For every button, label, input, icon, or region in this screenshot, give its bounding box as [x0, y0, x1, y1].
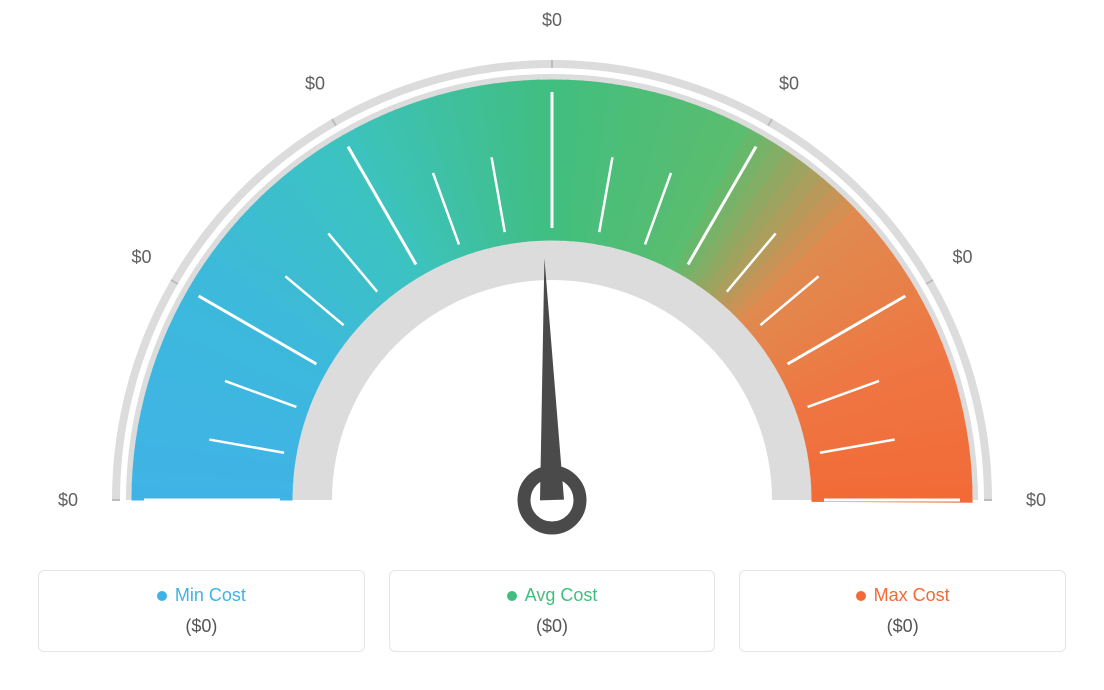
legend-header-min: Min Cost — [157, 585, 246, 606]
legend-card-avg: Avg Cost ($0) — [389, 570, 716, 652]
legend-value-min: ($0) — [49, 616, 354, 637]
legend-header-avg: Avg Cost — [507, 585, 598, 606]
gauge-tick-label: $0 — [131, 247, 151, 267]
legend-dot-max — [856, 591, 866, 601]
gauge-tick-label: $0 — [305, 74, 325, 94]
gauge-tick-label: $0 — [542, 10, 562, 30]
legend-card-min: Min Cost ($0) — [38, 570, 365, 652]
gauge-area: $0 $0 $0 $0 $0 $0 $0 — [0, 0, 1104, 560]
legend-row: Min Cost ($0) Avg Cost ($0) Max Cost ($0… — [38, 570, 1066, 652]
legend-value-max: ($0) — [750, 616, 1055, 637]
gauge-tick-label: $0 — [58, 490, 78, 510]
gauge-tick-label: $0 — [779, 74, 799, 94]
legend-label-avg: Avg Cost — [525, 585, 598, 606]
gauge-svg: $0 $0 $0 $0 $0 $0 $0 — [0, 0, 1104, 560]
gauge-tick-label: $0 — [952, 247, 972, 267]
legend-header-max: Max Cost — [856, 585, 950, 606]
gauge-needle — [524, 258, 580, 528]
legend-value-avg: ($0) — [400, 616, 705, 637]
gauge-tick-label: $0 — [1026, 490, 1046, 510]
legend-dot-min — [157, 591, 167, 601]
legend-card-max: Max Cost ($0) — [739, 570, 1066, 652]
legend-dot-avg — [507, 591, 517, 601]
legend-label-min: Min Cost — [175, 585, 246, 606]
legend-label-max: Max Cost — [874, 585, 950, 606]
gauge-chart-container: $0 $0 $0 $0 $0 $0 $0 Min Cost ($0) Avg Cost ($… — [0, 0, 1104, 690]
